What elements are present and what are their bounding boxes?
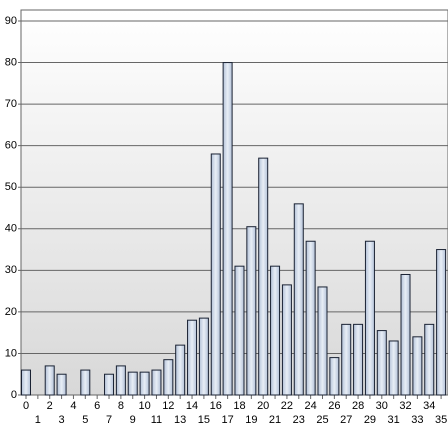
bar xyxy=(115,365,126,396)
x-tick-label: 4 xyxy=(70,400,76,412)
x-tick-label: 29 xyxy=(364,414,376,426)
bar xyxy=(21,369,31,396)
x-tick-label: 27 xyxy=(340,414,352,426)
x-tick-label: 22 xyxy=(281,400,293,412)
bar xyxy=(246,226,257,396)
bar xyxy=(104,373,115,396)
y-tick-label: 70 xyxy=(5,98,17,110)
bar xyxy=(151,369,162,396)
bar xyxy=(258,157,269,396)
x-tick-label: 0 xyxy=(23,400,29,412)
bar xyxy=(376,330,387,396)
x-tick-label: 6 xyxy=(94,400,100,412)
y-tick-label: 50 xyxy=(5,181,17,193)
bar xyxy=(400,273,411,396)
bar xyxy=(56,373,67,396)
x-tick-label: 10 xyxy=(138,400,150,412)
bar xyxy=(139,371,150,396)
y-tick-label: 0 xyxy=(11,389,17,401)
bar xyxy=(281,284,292,396)
bar xyxy=(270,265,281,396)
x-tick-label: 14 xyxy=(186,400,198,412)
x-tick-label: 31 xyxy=(388,414,400,426)
bar xyxy=(293,203,304,396)
bar xyxy=(353,323,364,396)
y-tick-label: 20 xyxy=(5,306,17,318)
x-tick-label: 7 xyxy=(106,414,112,426)
x-tick-label: 19 xyxy=(245,414,257,426)
bar xyxy=(80,369,91,396)
bar xyxy=(305,240,316,396)
x-tick-label: 33 xyxy=(411,414,423,426)
bar xyxy=(175,344,186,396)
bar xyxy=(198,317,209,396)
bar xyxy=(210,153,221,396)
x-tick-label: 21 xyxy=(269,414,281,426)
y-tick-label: 60 xyxy=(5,140,17,152)
y-tick-label: 40 xyxy=(5,223,17,235)
x-tick-label: 20 xyxy=(257,400,269,412)
bar xyxy=(234,265,245,396)
bar xyxy=(222,62,233,396)
bar xyxy=(436,249,447,396)
x-tick-label: 1 xyxy=(35,414,41,426)
x-tick-label: 26 xyxy=(328,400,340,412)
x-tick-label: 16 xyxy=(210,400,222,412)
x-tick-label: 2 xyxy=(47,400,53,412)
x-tick-label: 28 xyxy=(352,400,364,412)
y-tick-label: 80 xyxy=(5,56,17,68)
x-tick-label: 13 xyxy=(174,414,186,426)
x-tick-label: 23 xyxy=(293,414,305,426)
bar xyxy=(329,357,340,396)
bar xyxy=(44,365,55,396)
bar xyxy=(163,359,174,396)
x-tick-label: 15 xyxy=(198,414,210,426)
bar xyxy=(364,240,375,396)
bar xyxy=(127,371,138,396)
y-tick-label: 10 xyxy=(5,347,17,359)
bar xyxy=(424,323,435,396)
x-tick-label: 35 xyxy=(435,414,447,426)
x-tick-label: 8 xyxy=(118,400,124,412)
bar xyxy=(317,286,328,396)
bar xyxy=(412,336,423,396)
x-tick-label: 3 xyxy=(59,414,65,426)
x-tick-label: 34 xyxy=(423,400,435,412)
x-tick-label: 11 xyxy=(151,414,162,426)
y-tick-label: 30 xyxy=(5,264,17,276)
bar xyxy=(187,319,198,396)
y-tick-label: 90 xyxy=(5,15,17,27)
x-tick-label: 17 xyxy=(221,414,233,426)
x-tick-label: 18 xyxy=(233,400,245,412)
x-tick-label: 25 xyxy=(316,414,328,426)
x-tick-label: 5 xyxy=(82,414,88,426)
x-tick-label: 9 xyxy=(130,414,136,426)
x-tick-label: 24 xyxy=(305,400,317,412)
x-tick-label: 12 xyxy=(162,400,174,412)
x-tick-label: 32 xyxy=(399,400,411,412)
bar xyxy=(341,323,352,396)
x-tick-label: 30 xyxy=(376,400,388,412)
bar xyxy=(388,340,399,396)
